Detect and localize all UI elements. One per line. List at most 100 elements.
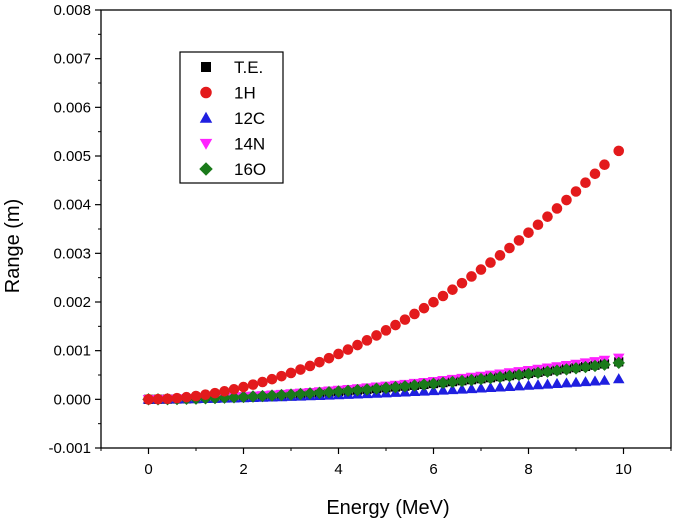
- data-point: [541, 365, 554, 378]
- data-point: [257, 376, 268, 388]
- x-tick-label: 10: [615, 461, 632, 478]
- data-point: [209, 387, 221, 399]
- data-point: [541, 378, 554, 389]
- data-point: [551, 377, 563, 388]
- data-point: [613, 373, 625, 384]
- data-point: [522, 367, 535, 381]
- data-point: [143, 394, 154, 405]
- data-point: [474, 372, 488, 386]
- data-point: [465, 383, 478, 394]
- data-point: [371, 330, 382, 341]
- data-point: [513, 235, 525, 246]
- data-point: [427, 385, 440, 396]
- data-point: [580, 177, 591, 189]
- data-point: [295, 364, 306, 375]
- data-point: [218, 391, 231, 404]
- data-point: [456, 383, 468, 394]
- data-point: [342, 344, 354, 355]
- y-tick-label: 0.005: [53, 148, 91, 165]
- x-tick-label: 2: [239, 461, 247, 478]
- data-point: [341, 384, 355, 398]
- data-point: [560, 363, 573, 376]
- data-point: [569, 362, 583, 375]
- data-point: [152, 393, 164, 405]
- data-point: [531, 366, 545, 380]
- data-point: [352, 339, 363, 351]
- data-point: [599, 159, 610, 171]
- data-point: [550, 364, 564, 377]
- legend-box: [179, 51, 284, 184]
- data-point: [379, 381, 393, 395]
- data-point: [181, 391, 192, 403]
- data-point: [398, 380, 412, 393]
- x-tick-label: 8: [524, 461, 532, 478]
- data-point: [494, 381, 506, 392]
- data-point: [332, 385, 345, 398]
- data-point: [484, 381, 497, 393]
- data-point: [370, 382, 383, 395]
- data-point: [360, 383, 374, 396]
- data-point: [399, 314, 411, 325]
- data-point: [323, 352, 335, 364]
- y-axis-title: Range (m): [2, 199, 24, 293]
- y-tick-label: -0.001: [48, 440, 91, 457]
- data-point: [276, 370, 287, 382]
- data-point: [465, 373, 478, 387]
- data-point: [247, 379, 259, 390]
- data-point: [294, 387, 307, 401]
- data-point: [512, 368, 526, 382]
- data-point: [238, 381, 249, 393]
- data-point: [485, 257, 496, 268]
- legend-label: 16O: [234, 160, 266, 179]
- legend-label: T.E.: [234, 58, 263, 77]
- data-point: [475, 264, 487, 275]
- legend-marker: [199, 111, 213, 123]
- data-point: [162, 393, 173, 405]
- x-tick-label: 6: [429, 461, 437, 478]
- data-point: [504, 242, 515, 254]
- data-point: [475, 382, 487, 393]
- data-point: [275, 388, 288, 402]
- data-point: [351, 383, 364, 397]
- data-point: [532, 379, 544, 390]
- data-point: [408, 379, 421, 392]
- data-point: [200, 389, 211, 400]
- data-point: [427, 377, 440, 390]
- data-point: [436, 376, 450, 390]
- data-point: [389, 380, 402, 394]
- data-point: [494, 250, 506, 261]
- data-point: [522, 379, 535, 390]
- data-point: [390, 319, 401, 331]
- data-point: [513, 380, 525, 391]
- data-point: [266, 373, 278, 385]
- data-point: [219, 386, 230, 397]
- data-point: [560, 377, 573, 388]
- data-point: [333, 348, 344, 360]
- legend-label: 1H: [234, 84, 256, 103]
- data-point: [598, 358, 611, 371]
- series-1h: [143, 145, 625, 405]
- plot-area: [142, 145, 625, 406]
- legend-marker: [199, 138, 213, 150]
- data-point: [589, 375, 601, 386]
- data-point: [228, 384, 240, 395]
- axis-ticks: 0 2 4 6 8 10 -0.001 0.000 0.001 0.002 0.003 0.004 0.…: [48, 2, 672, 478]
- legend-label: 14N: [234, 135, 265, 154]
- data-point: [237, 390, 250, 404]
- data-point: [447, 284, 458, 295]
- y-tick-label: 0.000: [53, 391, 91, 408]
- data-point: [314, 356, 325, 368]
- y-tick-label: 0.002: [53, 294, 91, 311]
- legend-label: 12C: [234, 109, 265, 128]
- data-point: [589, 168, 601, 180]
- data-point: [579, 376, 592, 387]
- data-point: [455, 374, 469, 388]
- data-point: [570, 186, 582, 197]
- data-point: [361, 335, 373, 346]
- data-point: [265, 389, 279, 402]
- data-point: [227, 391, 241, 404]
- data-point: [246, 390, 260, 403]
- data-point: [303, 387, 317, 400]
- data-point: [466, 271, 477, 282]
- data-point: [612, 356, 625, 370]
